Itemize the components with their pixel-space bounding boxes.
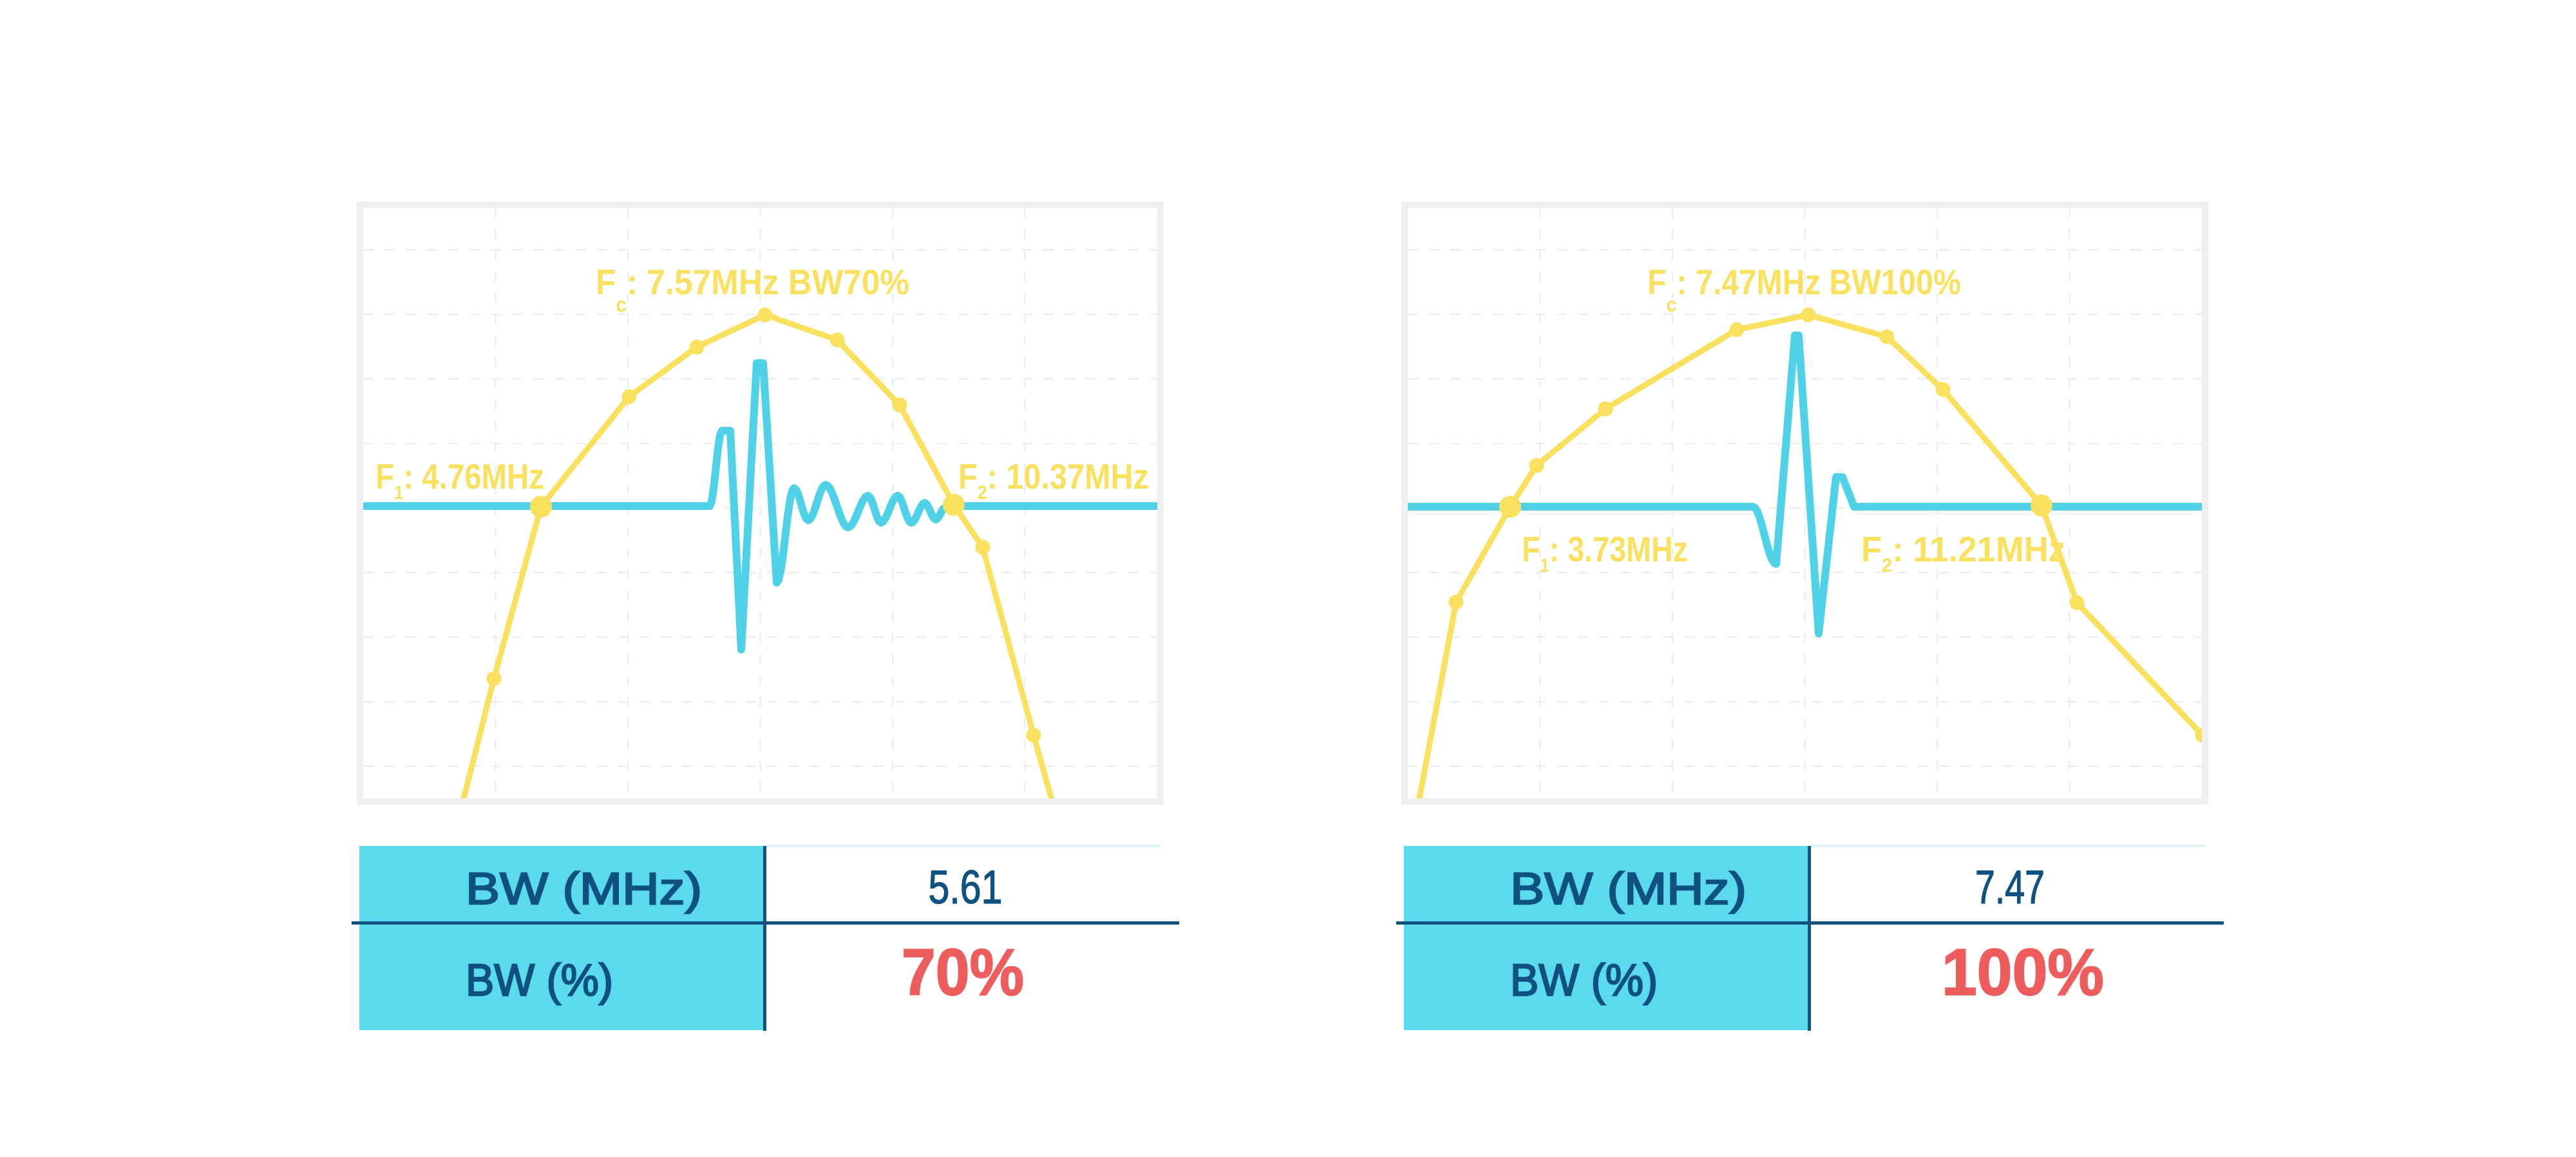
svg-text:BW (MHz): BW (MHz) xyxy=(466,863,702,914)
svg-text:BW (MHz): BW (MHz) xyxy=(1510,863,1747,914)
svg-text:7.47: 7.47 xyxy=(1975,861,2045,914)
svg-text:F1: 4.76MHz: F1: 4.76MHz xyxy=(375,456,544,503)
svg-text:F2: 10.37MHz: F2: 10.37MHz xyxy=(958,456,1149,503)
svg-text:5.61: 5.61 xyxy=(929,861,1003,914)
svg-text:BW (%): BW (%) xyxy=(1510,955,1658,1005)
svg-text:70%: 70% xyxy=(902,936,1024,1009)
svg-text:BW (%): BW (%) xyxy=(466,955,613,1005)
svg-text:F1: 3.73MHz: F1: 3.73MHz xyxy=(1522,529,1688,576)
svg-text:F2: 11.21MHz: F2: 11.21MHz xyxy=(1861,529,2065,576)
svg-text:100%: 100% xyxy=(1942,936,2104,1009)
